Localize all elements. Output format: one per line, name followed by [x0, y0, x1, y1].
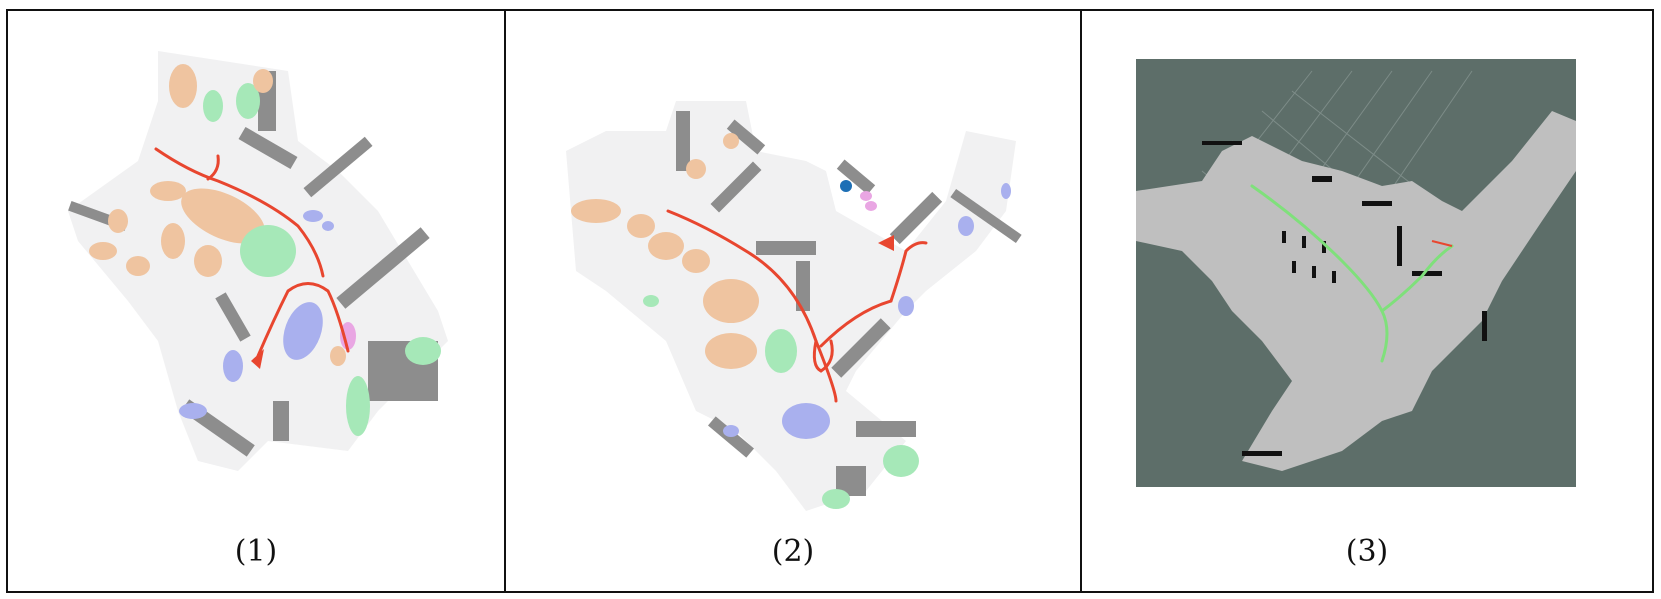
floor-area — [566, 101, 1016, 511]
object-instances — [571, 133, 1011, 509]
wall-segments — [676, 111, 1022, 496]
robot-path — [1250, 184, 1454, 363]
trajectory-path — [154, 147, 350, 358]
trajectory-arrowhead — [251, 349, 264, 369]
panel-3: (3) — [1080, 11, 1652, 591]
occupancy-grid-map — [1136, 59, 1576, 487]
semantic-map-2 — [566, 101, 1022, 511]
obstacle-walls — [1202, 141, 1487, 456]
panel-caption: (3) — [1345, 534, 1389, 569]
panel-2: (2) — [504, 11, 1080, 591]
robot-heading — [1431, 240, 1453, 247]
semantic-map-1 — [68, 51, 448, 471]
panel-caption: (2) — [771, 534, 815, 569]
trajectory-arrowhead — [878, 235, 894, 251]
wall-segments — [68, 71, 438, 457]
panel-caption: (1) — [234, 534, 278, 569]
panel-1: (1) — [8, 11, 504, 591]
object-instances — [89, 64, 441, 436]
start-marker — [840, 180, 852, 192]
free-space — [1136, 111, 1576, 471]
trajectory-path — [666, 209, 928, 403]
figure-grid: (1) — [6, 9, 1654, 593]
